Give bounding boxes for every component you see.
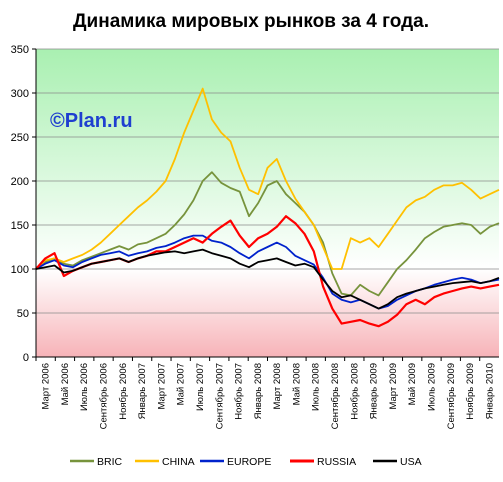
x-tick-label: Июль 2007 [195, 363, 206, 411]
x-tick-label: Ноябрь 2006 [118, 363, 129, 420]
axes [35, 49, 499, 358]
gain-zone [36, 49, 499, 269]
x-tick-label: Сентябрь 2006 [99, 363, 110, 429]
y-tick-label: 300 [11, 88, 29, 100]
series-lines [35, 87, 500, 328]
x-tick-label: Март 2006 [41, 363, 52, 410]
series-line-bric [35, 171, 500, 297]
x-tick-label: Январь 2010 [484, 363, 495, 419]
y-tick-label: 250 [11, 132, 29, 144]
x-tick-label: Июль 2008 [311, 363, 322, 411]
legend-label-europe: EUROPE [227, 456, 271, 468]
x-tick-label: Май 2007 [176, 363, 187, 405]
grid-lines [36, 48, 499, 358]
x-tick-label: Март 2008 [272, 363, 283, 410]
x-tick-label: Сентябрь 2008 [330, 363, 341, 429]
x-tick-label: Январь 2009 [369, 363, 380, 419]
legend-label-russia: RUSSIA [317, 456, 356, 468]
x-tick-label: Ноябрь 2007 [234, 363, 245, 420]
plot-background [36, 49, 499, 357]
x-tick-label: Сентябрь 2009 [446, 363, 457, 429]
legend-label-china: CHINA [162, 456, 195, 468]
y-tick-label: 100 [11, 264, 29, 276]
x-tick-label: Июль 2009 [426, 363, 437, 411]
x-tick-label: Май 2008 [291, 363, 302, 405]
y-tick-label: 150 [11, 220, 29, 232]
x-tick-label: Март 2007 [156, 363, 167, 410]
x-tick-label: Январь 2008 [253, 363, 264, 419]
legend: BRIC CHINA EUROPE RUSSIA USA [70, 456, 422, 468]
y-tick-label: 200 [11, 176, 29, 188]
y-tick-label: 0 [23, 352, 29, 364]
y-axis-ticks: 0 50 100 150 200 250 300 350 [11, 44, 36, 364]
x-tick-label: Март 2009 [388, 363, 399, 410]
watermark-text: ©Plan.ru [50, 110, 133, 132]
x-tick-label: Май 2009 [407, 363, 418, 405]
series-line-usa [35, 248, 500, 310]
series-line-china [35, 87, 500, 270]
x-axis-ticks: Март 2006 Май 2006 Июль 2006 Сентябрь 2006 Н… [35, 357, 495, 429]
legend-label-usa: USA [400, 456, 422, 468]
x-tick-label: Январь 2007 [137, 363, 148, 419]
chart-title: Динамика мировых рынков за 4 года. [73, 11, 429, 32]
legend-label-bric: BRIC [97, 456, 123, 468]
x-tick-label: Ноябрь 2008 [349, 363, 360, 420]
x-tick-label: Сентябрь 2007 [214, 363, 225, 429]
x-tick-label: Ноябрь 2009 [465, 363, 476, 420]
y-tick-label: 350 [11, 44, 29, 56]
y-tick-label: 50 [17, 308, 29, 320]
x-tick-label: Май 2006 [60, 363, 71, 405]
x-tick-label: Июль 2006 [79, 363, 90, 411]
